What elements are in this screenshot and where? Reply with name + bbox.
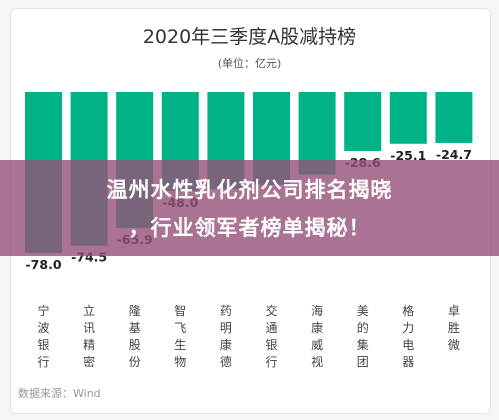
chart-unit-label: (单位：亿元) xyxy=(217,57,282,70)
category-label: 卓胜微 xyxy=(448,304,460,352)
category-label: 交通银行 xyxy=(265,303,277,369)
category-label: 格力电器 xyxy=(402,303,414,369)
category-label: 立讯精密 xyxy=(83,303,95,369)
category-label: 美的集团 xyxy=(357,304,369,369)
value-label: -78.0 xyxy=(25,257,61,272)
headline-overlay-banner: 温州水性乳化剂公司排名揭晓 ，行业领军者榜单揭秘！ xyxy=(0,160,499,256)
headline-line-1: 温州水性乳化剂公司排名揭晓 xyxy=(106,178,393,202)
category-label: 宁波银行 xyxy=(37,303,49,369)
value-label: -25.1 xyxy=(390,148,426,163)
bar-美的集团 xyxy=(344,92,382,151)
bar-卓胜微 xyxy=(435,92,473,143)
chart-title: 2020年三季度A股减持榜 xyxy=(142,26,357,48)
headline-line-2: ，行业领军者榜单揭秘！ xyxy=(128,216,371,240)
category-label: 隆基股份 xyxy=(129,303,141,369)
value-label: -24.7 xyxy=(436,147,472,162)
category-label: 海康威视 xyxy=(311,303,323,369)
category-label: 智飞生物 xyxy=(174,303,186,369)
source-note: 数据来源：Wind xyxy=(18,387,101,400)
bar-格力电器 xyxy=(389,92,427,144)
category-label: 药明康德 xyxy=(220,304,232,369)
